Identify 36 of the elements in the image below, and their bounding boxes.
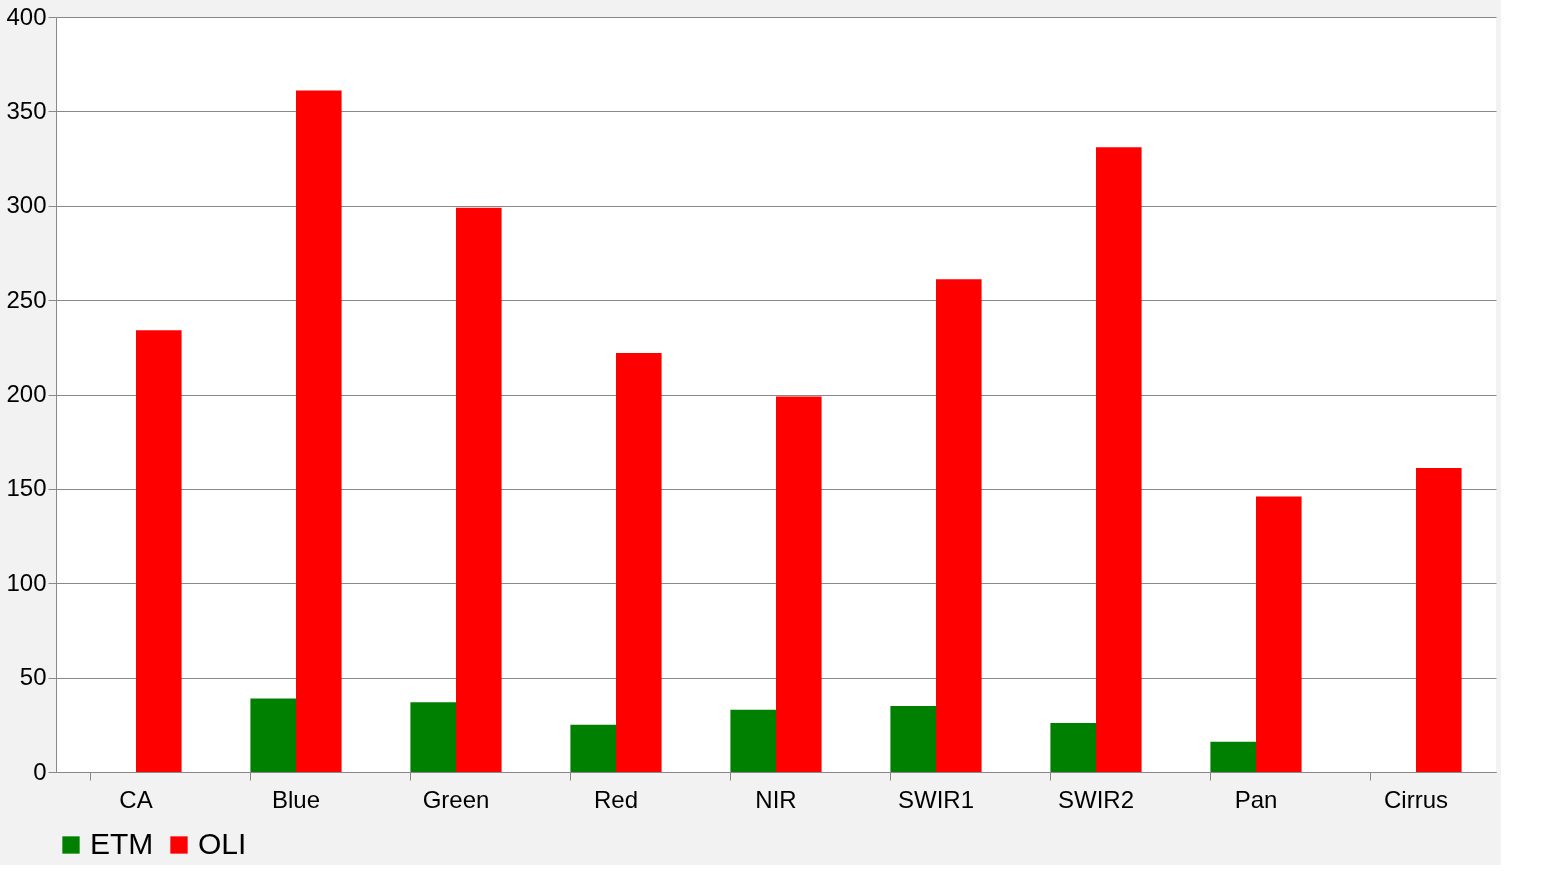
bar xyxy=(776,396,822,772)
x-tick-label: Cirrus xyxy=(1384,785,1448,813)
bar xyxy=(136,330,182,772)
bar xyxy=(1050,722,1096,772)
y-tick-label: 100 xyxy=(6,568,47,596)
legend-label: ETM xyxy=(90,827,154,860)
x-tick-label: NIR xyxy=(755,785,797,813)
x-tick-label: SWIR1 xyxy=(897,785,975,813)
y-tick-label: 150 xyxy=(6,474,47,502)
x-tick-label: Blue xyxy=(271,785,321,813)
x-tick-label: SWIR2 xyxy=(1057,785,1135,813)
x-tick-label: Red xyxy=(593,785,639,813)
bar xyxy=(936,279,982,772)
bar xyxy=(456,207,502,772)
y-tick-label: 0 xyxy=(33,757,47,785)
y-tick-label: 400 xyxy=(6,2,47,30)
bar xyxy=(410,702,456,772)
legend-label: OLI xyxy=(198,827,247,860)
bar xyxy=(250,698,296,772)
bar xyxy=(616,352,662,772)
bar xyxy=(1210,741,1256,772)
x-tick-label: Green xyxy=(422,785,490,813)
y-tick-label: 50 xyxy=(19,663,47,691)
bar xyxy=(890,705,936,772)
bar xyxy=(570,724,616,772)
x-tick-label: Pan xyxy=(1234,785,1278,813)
bar xyxy=(296,90,342,772)
bar xyxy=(1256,496,1302,772)
bar xyxy=(730,709,776,772)
y-tick-label: 350 xyxy=(6,96,47,124)
bar xyxy=(1416,468,1462,772)
y-tick-label: 250 xyxy=(6,285,47,313)
bar xyxy=(1096,147,1142,772)
y-tick-label: 200 xyxy=(6,380,47,407)
y-tick-label: 300 xyxy=(6,191,47,219)
x-tick-label: CA xyxy=(119,785,153,813)
